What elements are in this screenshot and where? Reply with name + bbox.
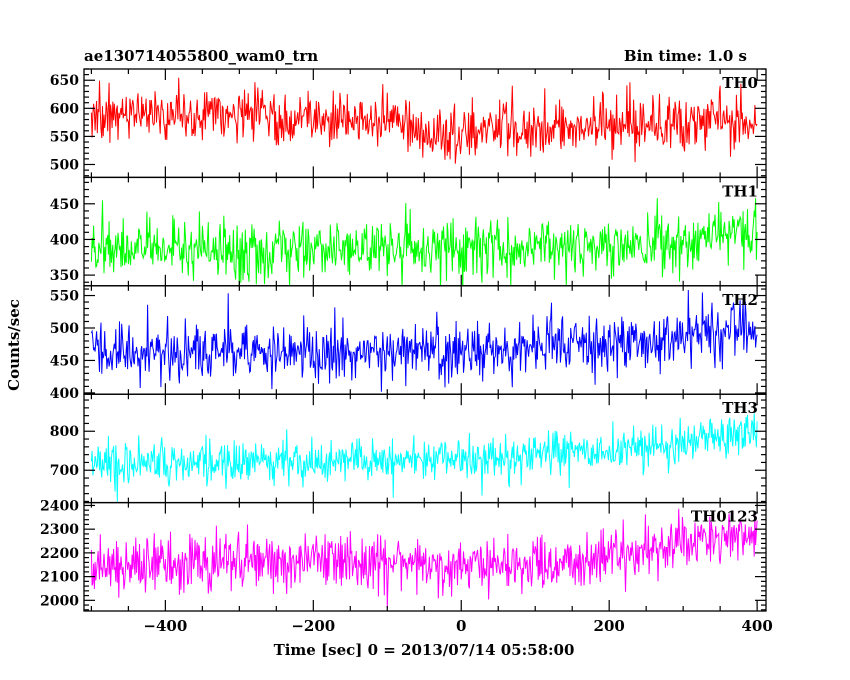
series-label-th0: TH0	[722, 74, 758, 92]
y-tick-label: 500	[50, 157, 79, 173]
x-tick-label: −200	[291, 617, 335, 635]
y-tick-label: 2200	[40, 546, 79, 562]
series-label-th0123: TH0123	[691, 508, 758, 526]
panel-th1: 350 400 450 TH1	[50, 176, 767, 287]
y-tick-label: 800	[50, 424, 79, 440]
x-axis-label: Time [sec] 0 = 2013/07/14 05:58:00	[274, 641, 575, 659]
y-tick-label: 400	[50, 232, 79, 248]
x-tick-label: 200	[594, 617, 625, 635]
y-tick-label: 500	[50, 321, 79, 337]
series-line-th3	[90, 413, 758, 502]
panel-frame	[83, 176, 767, 287]
y-tick-label: 650	[50, 73, 79, 89]
series-line-th2	[90, 289, 758, 392]
y-tick-label: 450	[50, 197, 79, 213]
y-tick-label: 2300	[40, 522, 79, 538]
y-tick-label: 2100	[40, 570, 79, 586]
x-tick-label: −400	[143, 617, 187, 635]
x-tick-label: 400	[741, 617, 772, 635]
y-tick-label: 350	[50, 268, 79, 284]
y-tick-label: 2400	[40, 498, 79, 514]
panel-th3: 700 800 TH3	[50, 393, 767, 504]
figure-title: ae130714055800_wam0_trn	[84, 47, 318, 65]
y-tick-label: 550	[50, 289, 79, 305]
series-label-th2: TH2	[722, 291, 758, 309]
series-label-th1: TH1	[722, 182, 758, 200]
y-axis-label: Counts/sec	[5, 299, 23, 391]
y-tick-label: 700	[50, 463, 79, 479]
series-line-th1	[90, 198, 758, 286]
panel-th2: 400 450 500 550 TH2	[50, 285, 767, 402]
panel-frame	[83, 501, 767, 612]
series-line-th0	[90, 77, 758, 164]
panels: 500 550 600 650 TH0 350 400 450 TH1 400 450 500 550 T…	[40, 68, 773, 635]
y-tick-label: 450	[50, 353, 79, 369]
y-tick-label: 2000	[40, 593, 79, 609]
series-line-th0123	[90, 508, 758, 608]
panel-th0: 500 550 600 650 TH0	[50, 68, 767, 179]
x-tick-label: 0	[456, 617, 466, 635]
y-tick-label: 600	[50, 101, 79, 117]
y-tick-label: 550	[50, 129, 79, 145]
panel-th0123: 2000 2100 2200 2300 2400 TH0123	[40, 498, 767, 612]
bin-time-label: Bin time: 1.0 s	[624, 47, 747, 65]
y-tick-label: 400	[50, 386, 79, 402]
series-label-th3: TH3	[722, 399, 758, 417]
